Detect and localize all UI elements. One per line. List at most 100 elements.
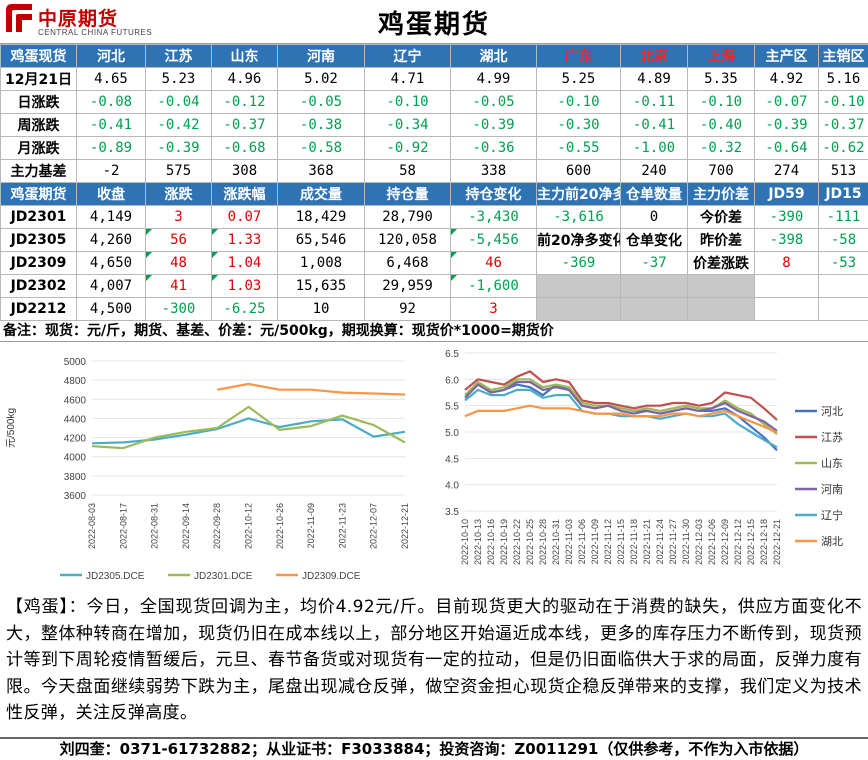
series-line xyxy=(464,404,778,434)
table-cell: -0.04 xyxy=(145,90,212,114)
spread-today-jd15: -111 xyxy=(818,205,868,229)
table-cell: -3,430 xyxy=(450,205,537,229)
empty-cell xyxy=(620,297,688,321)
table-cell: 4.89 xyxy=(620,67,688,91)
table-cell: 28,790 xyxy=(364,205,451,229)
contract-label: JD2301 xyxy=(0,205,77,229)
table-cell: 4.99 xyxy=(450,67,537,91)
table-cell: 1.33 xyxy=(211,228,278,252)
x-tick-label: 2022-11-12 xyxy=(603,519,613,564)
table-cell: 4,650 xyxy=(76,251,146,275)
net-long-top20: -3,616 xyxy=(536,205,621,229)
spread-today-label: 今价差 xyxy=(687,205,755,229)
table-cell: 5.16 xyxy=(818,67,868,91)
y-tick-label: 4800 xyxy=(64,376,87,387)
table-cell: 41 xyxy=(145,274,212,298)
x-tick-label: 2022-09-14 xyxy=(181,503,191,549)
comment-marker-icon xyxy=(451,275,457,281)
spot-header-cell: 北京 xyxy=(620,44,688,68)
table-cell: 4.96 xyxy=(211,67,278,91)
y-tick-label: 4200 xyxy=(64,434,87,445)
x-tick-label: 2022-11-09 xyxy=(590,519,600,564)
futures-header-cell: JD59 xyxy=(754,182,819,206)
table-cell: -0.55 xyxy=(536,136,621,160)
table-cell: -0.12 xyxy=(211,90,278,114)
x-tick-label: 2022-11-27 xyxy=(668,519,678,564)
comment-marker-icon xyxy=(146,229,152,235)
warrant-change-label: 仓单变化 xyxy=(620,228,688,252)
x-tick-label: 2022-12-12 xyxy=(733,519,743,565)
table-cell: -0.39 xyxy=(754,113,819,137)
table-row: 12月21日 4.65 5.23 4.96 5.02 4.71 4.99 5.25 4.89 5.… xyxy=(0,67,868,91)
logo-english-name: CENTRAL CHINA FUTURES xyxy=(38,28,153,37)
legend-label: 河南 xyxy=(821,483,843,496)
warrant-count: 0 xyxy=(620,205,688,229)
spot-header-cell: 河北 xyxy=(76,44,146,68)
table-cell: -2 xyxy=(76,159,146,183)
x-tick-label: 2022-12-07 xyxy=(369,503,379,549)
table-cell: -0.10 xyxy=(687,90,755,114)
table-row: JD2309 4,650 48 1.04 1,008 6,468 46 -369 -37 价差涨跌… xyxy=(0,251,868,275)
table-cell: -0.41 xyxy=(620,113,688,137)
table-cell: 5.35 xyxy=(687,67,755,91)
x-tick-label: 2022-08-17 xyxy=(118,503,128,549)
y-tick-label: 5000 xyxy=(64,357,87,368)
x-tick-label: 2022-10-26 xyxy=(275,503,285,549)
analyst-footer: 刘四奎：0371-61732882；从业证书：F3033884；投资咨询：Z00… xyxy=(0,737,868,760)
units-note: 备注：现货：元/斤，期货、基差、价差：元/500kg，期现换算：现货价*1000… xyxy=(0,320,868,342)
contract-label: JD2309 xyxy=(0,251,77,275)
table-cell: 46 xyxy=(450,251,537,275)
futures-header-cell: 持仓量 xyxy=(364,182,451,206)
row-label: 周涨跌 xyxy=(0,113,77,137)
series-line xyxy=(464,388,778,449)
legend-label: 河北 xyxy=(821,405,843,418)
y-axis-label: 元/500kg xyxy=(6,408,17,448)
table-cell: -300 xyxy=(145,297,212,321)
futures-price-chart: 500048004600440042004000380036002022-08-… xyxy=(6,357,410,582)
legend-label: 山东 xyxy=(821,457,843,470)
spot-price-table: 鸡蛋现货 河北 江苏 山东 河南 辽宁 湖北 广东 北京 上海 主产区 主销区 12月21日 4.65 5.… xyxy=(0,44,868,183)
legend-label: 辽宁 xyxy=(821,508,843,522)
table-cell: 1.04 xyxy=(211,251,278,275)
table-cell: 4,500 xyxy=(76,297,146,321)
empty-cell xyxy=(620,274,688,298)
table-cell: -0.38 xyxy=(277,113,365,137)
spot-header-cell: 主产区 xyxy=(754,44,819,68)
table-cell: 600 xyxy=(536,159,621,183)
comment-marker-icon xyxy=(212,252,218,258)
table-cell: 338 xyxy=(450,159,537,183)
y-tick-label: 5.5 xyxy=(445,402,459,413)
table-row: JD2305 4,260 56 1.33 65,546 120,058 -5,456 前20净… xyxy=(0,228,868,252)
legend-label: 湖北 xyxy=(821,535,843,548)
row-label: 12月21日 xyxy=(0,67,77,91)
table-cell: -0.10 xyxy=(818,90,868,114)
spread-yesterday-jd15: -58 xyxy=(818,228,868,252)
y-tick-label: 3600 xyxy=(64,491,87,502)
series-line xyxy=(464,370,778,421)
x-tick-label: 2022-12-18 xyxy=(759,519,769,565)
spot-header-cell: 上海 xyxy=(687,44,755,68)
spread-change-label: 价差涨跌 xyxy=(687,251,755,275)
table-cell: -5,456 xyxy=(450,228,537,252)
spot-header-cell: 主销区 xyxy=(818,44,868,68)
table-cell: 575 xyxy=(145,159,212,183)
spot-header-cell: 河南 xyxy=(277,44,365,68)
empty-cell xyxy=(536,297,621,321)
table-cell: -0.37 xyxy=(211,113,278,137)
table-row: JD2301 4,149 3 0.07 18,429 28,790 -3,430 -3,616… xyxy=(0,205,868,229)
contract-label: JD2305 xyxy=(0,228,77,252)
y-tick-label: 4600 xyxy=(64,395,87,406)
series-line xyxy=(91,405,406,450)
futures-header-cell: 涨跌幅 xyxy=(211,182,278,206)
x-tick-label: 2022-08-31 xyxy=(150,503,160,549)
x-tick-label: 2022-10-25 xyxy=(525,519,535,565)
table-cell: 65,546 xyxy=(277,228,365,252)
table-cell: -0.41 xyxy=(76,113,146,137)
table-cell: 10 xyxy=(277,297,365,321)
x-tick-label: 2022-10-31 xyxy=(551,519,561,565)
table-cell: 700 xyxy=(687,159,755,183)
table-cell: 58 xyxy=(364,159,451,183)
empty-cell xyxy=(687,297,755,321)
x-tick-label: 2022-10-16 xyxy=(486,519,496,565)
table-cell: -0.30 xyxy=(536,113,621,137)
